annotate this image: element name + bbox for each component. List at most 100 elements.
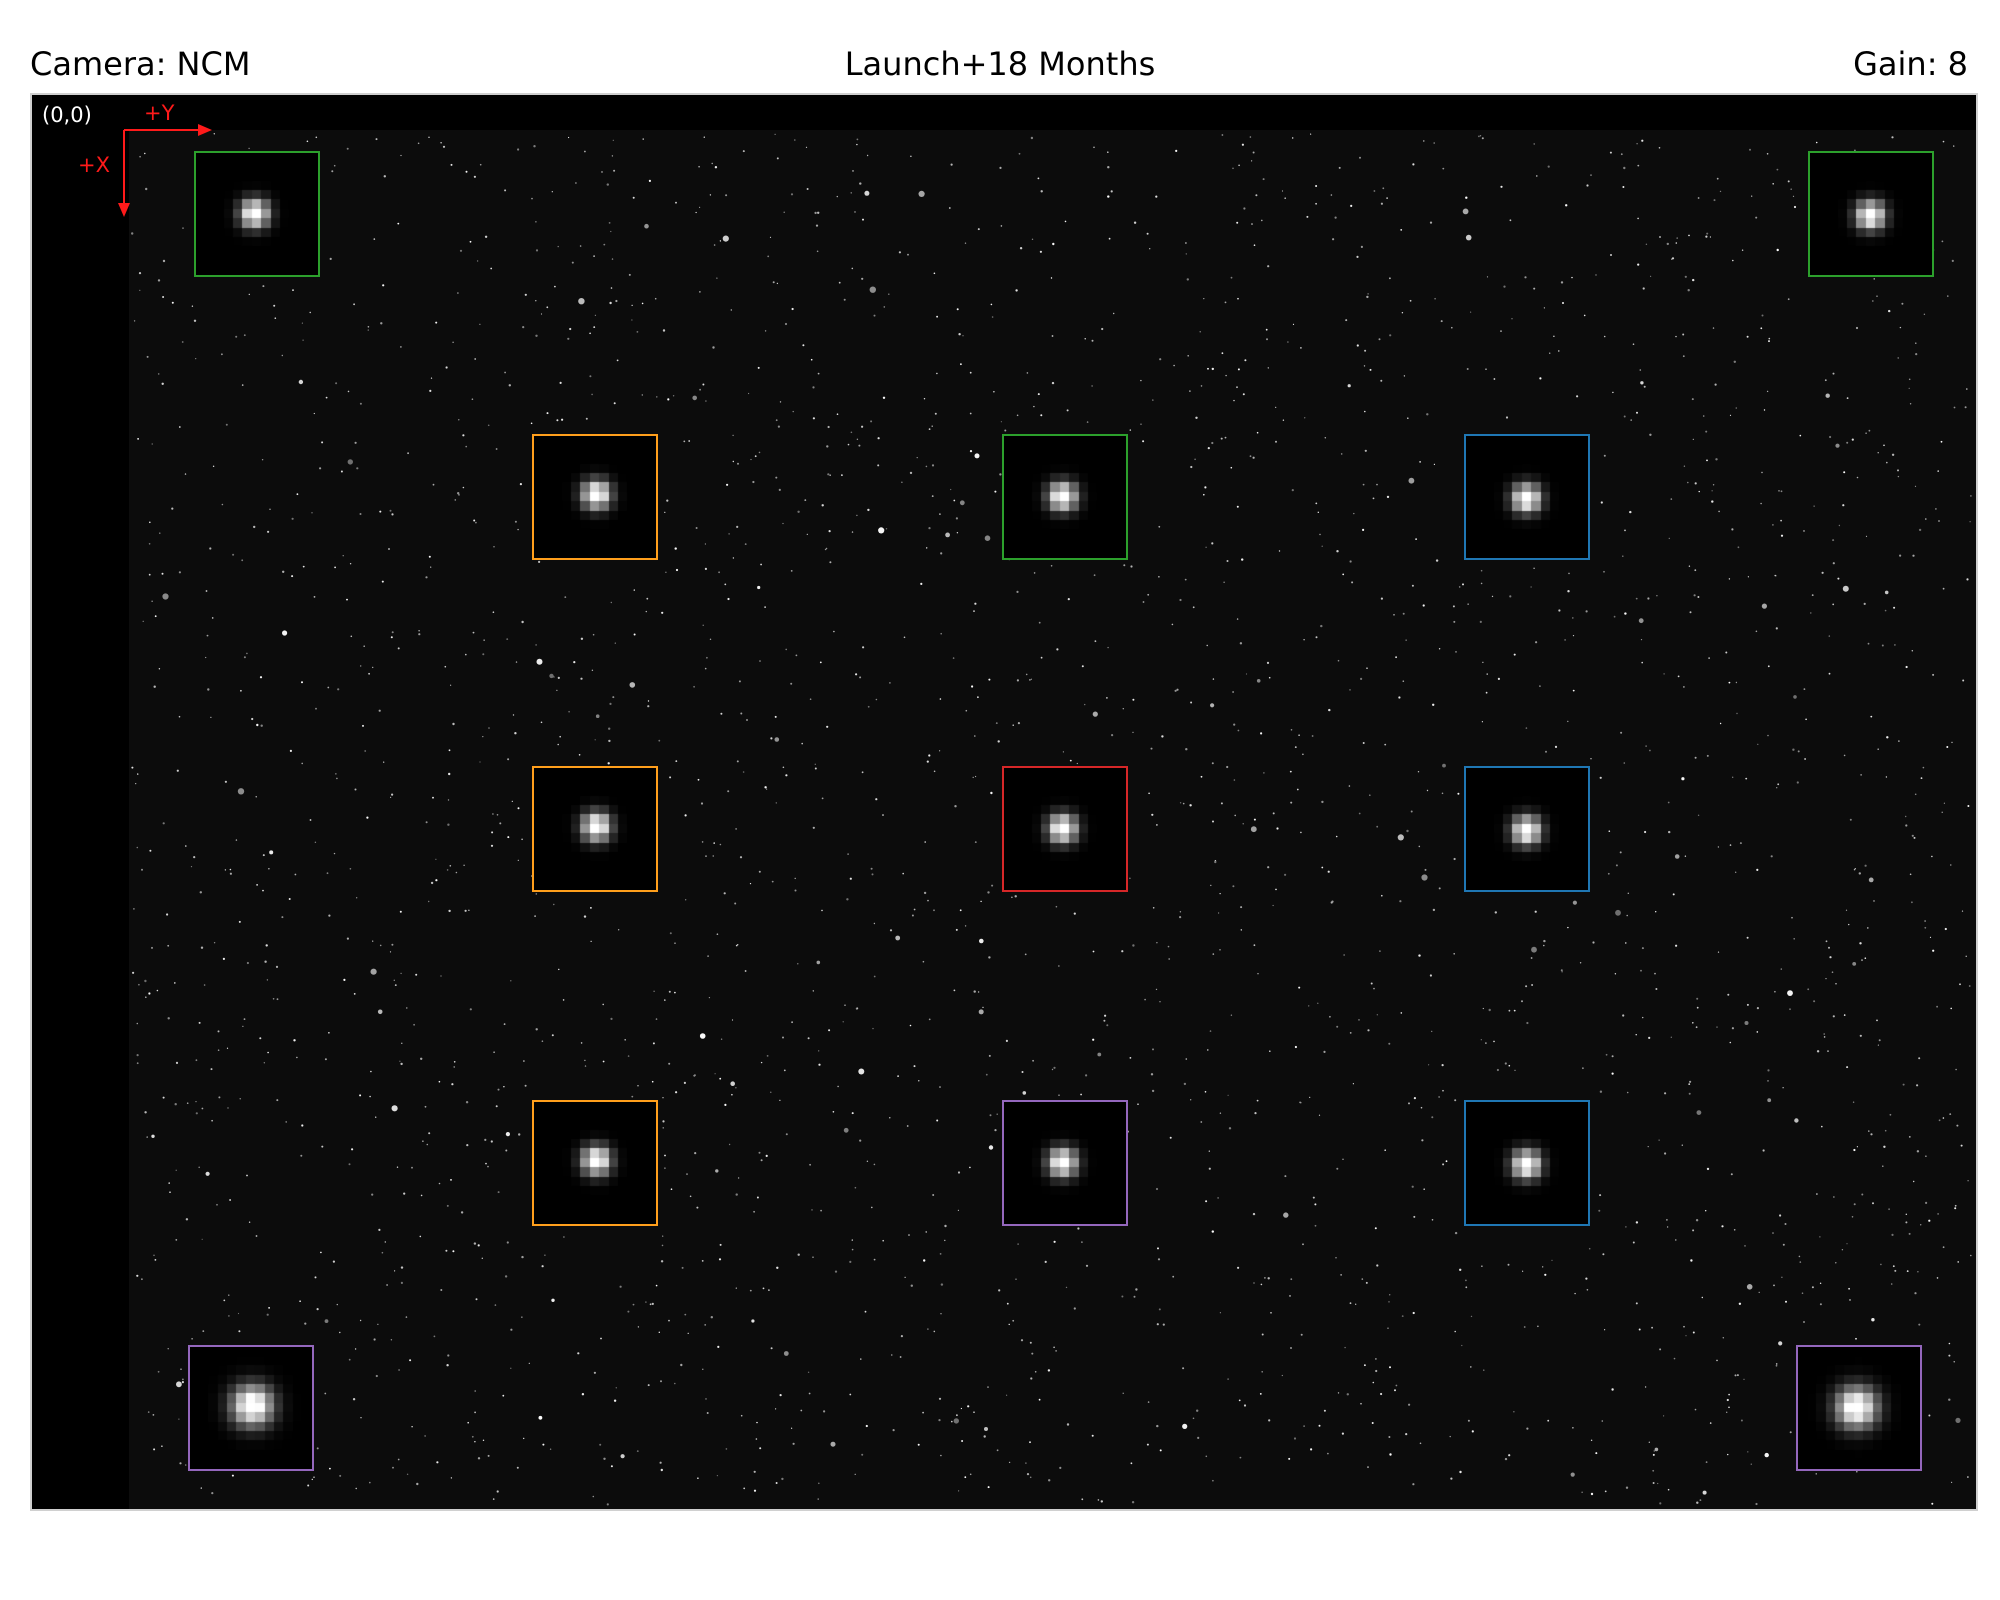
- star: [1706, 459, 1708, 462]
- star: [1955, 1417, 1961, 1423]
- star: [973, 610, 975, 612]
- star: [1781, 1276, 1783, 1279]
- star: [695, 527, 698, 529]
- star: [1284, 873, 1287, 876]
- star: [1228, 1127, 1232, 1130]
- star: [1206, 644, 1208, 647]
- star: [718, 571, 720, 574]
- star: [523, 1060, 525, 1062]
- star: [1491, 595, 1494, 598]
- star: [463, 864, 465, 866]
- star: [1790, 188, 1792, 190]
- star: [1663, 673, 1665, 675]
- star: [1659, 1348, 1662, 1351]
- star: [1053, 1346, 1055, 1349]
- star: [1249, 455, 1252, 458]
- star: [590, 940, 592, 943]
- star: [1533, 567, 1535, 569]
- star: [1481, 721, 1483, 723]
- star: [450, 684, 452, 686]
- star: [269, 508, 271, 510]
- star: [907, 253, 909, 256]
- star: [672, 395, 675, 397]
- star: [444, 665, 447, 668]
- star: [1835, 983, 1837, 985]
- star: [1675, 335, 1677, 338]
- star: [1062, 751, 1064, 753]
- star: [353, 303, 355, 306]
- star: [1362, 528, 1365, 531]
- star: [1266, 338, 1268, 341]
- star: [1442, 1163, 1445, 1166]
- star: [1894, 644, 1896, 646]
- star: [1012, 1319, 1015, 1322]
- star: [440, 975, 442, 977]
- star: [1470, 311, 1472, 313]
- star: [1155, 195, 1158, 198]
- star: [370, 1070, 372, 1073]
- star: [716, 933, 719, 935]
- star: [1033, 405, 1035, 408]
- star: [1091, 385, 1093, 387]
- star: [1257, 973, 1259, 975]
- star: [1314, 1224, 1317, 1227]
- star: [524, 293, 527, 296]
- star: [668, 1319, 670, 1322]
- star: [1735, 681, 1738, 684]
- star: [1622, 1014, 1625, 1017]
- star: [1691, 398, 1694, 401]
- star: [1058, 965, 1060, 967]
- star: [1898, 740, 1900, 742]
- star: [179, 1462, 182, 1465]
- star: [1601, 1420, 1604, 1422]
- star: [956, 1414, 958, 1417]
- star: [452, 1250, 455, 1253]
- star: [1775, 627, 1778, 630]
- star: [1729, 1041, 1732, 1044]
- star: [1156, 1323, 1159, 1326]
- star: [1458, 586, 1461, 588]
- star: [944, 1239, 946, 1242]
- star: [1132, 944, 1135, 947]
- star: [148, 573, 151, 576]
- star: [1764, 1452, 1769, 1458]
- star: [769, 236, 772, 238]
- star: [978, 1009, 984, 1015]
- star: [1835, 443, 1840, 448]
- star: [1813, 505, 1815, 507]
- star: [1805, 718, 1807, 721]
- star: [939, 1253, 942, 1255]
- star: [1696, 1110, 1702, 1115]
- star: [593, 255, 595, 257]
- star: [1029, 1341, 1032, 1344]
- star: [1943, 802, 1945, 804]
- star: [684, 1313, 687, 1316]
- star: [774, 737, 780, 742]
- star: [1696, 997, 1699, 1000]
- star: [131, 232, 134, 235]
- star: [724, 583, 727, 586]
- star: [1739, 842, 1742, 845]
- star: [1441, 792, 1444, 795]
- star: [818, 1050, 820, 1052]
- star: [870, 420, 873, 423]
- star: [1648, 1036, 1651, 1039]
- star: [1884, 1129, 1887, 1132]
- star: [1236, 618, 1239, 620]
- star: [1467, 603, 1469, 605]
- star: [1692, 278, 1695, 282]
- star: [792, 1442, 795, 1445]
- star: [1040, 656, 1043, 659]
- star: [674, 547, 677, 550]
- star: [722, 235, 729, 242]
- star: [1868, 1130, 1870, 1132]
- star: [1894, 1269, 1897, 1272]
- star: [1351, 581, 1354, 584]
- star: [1303, 1425, 1305, 1427]
- star: [1928, 1219, 1931, 1222]
- star: [1868, 429, 1871, 432]
- star: [1968, 985, 1971, 987]
- star: [1240, 929, 1243, 931]
- star: [836, 413, 839, 416]
- star: [1655, 988, 1658, 990]
